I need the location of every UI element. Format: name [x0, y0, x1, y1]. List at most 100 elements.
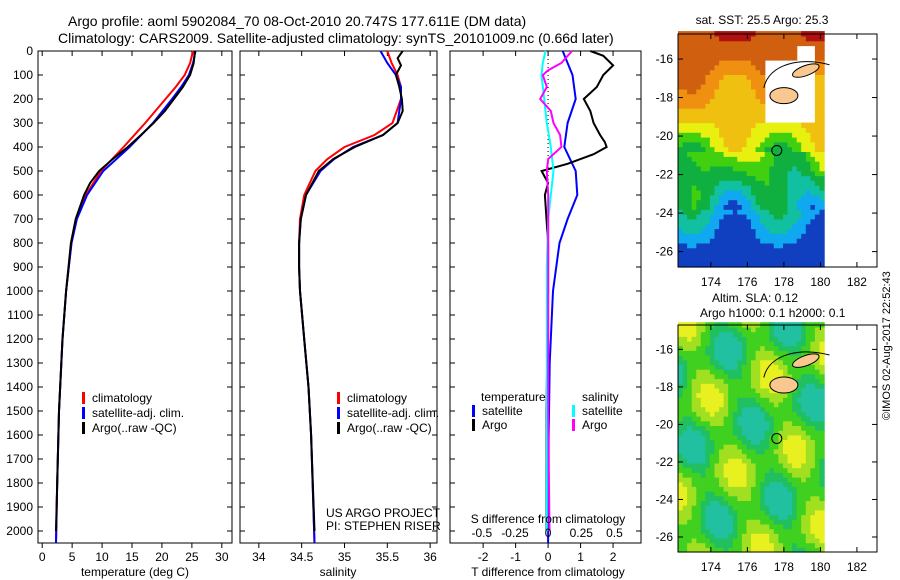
map-cell — [714, 55, 720, 61]
series-line-t-satellite — [547, 50, 579, 544]
map-cell — [792, 214, 798, 220]
map-cell — [687, 547, 693, 553]
map-cell — [691, 373, 697, 380]
map-cell — [691, 439, 697, 445]
map-cell — [696, 369, 702, 375]
map-cell — [764, 141, 770, 148]
map-cell — [682, 364, 688, 370]
map-cell — [696, 113, 702, 119]
map-cell — [728, 84, 734, 90]
map-cell — [773, 477, 779, 483]
map-cell — [678, 416, 684, 422]
map-cell — [705, 519, 711, 525]
map-cell — [714, 233, 720, 239]
map-cell — [801, 170, 807, 177]
map-cell — [714, 505, 720, 511]
map-cell — [801, 472, 807, 478]
map-cell — [751, 262, 757, 268]
map-cell — [687, 190, 693, 196]
map-cell — [819, 170, 825, 177]
map-cell — [801, 453, 807, 459]
map-cell — [696, 103, 702, 109]
map-cell — [751, 514, 757, 520]
map-cell — [792, 247, 798, 254]
map-cell — [728, 547, 734, 553]
map-cell — [755, 228, 761, 234]
y-tick-label: -18 — [656, 91, 674, 105]
x-tick-label: 182 — [847, 560, 867, 574]
map-cell — [819, 401, 825, 408]
map-cell — [696, 141, 702, 148]
map-cell — [705, 93, 711, 100]
map-cell — [746, 209, 752, 215]
map-cell — [746, 165, 752, 172]
map-cell — [719, 35, 725, 42]
map-cell — [696, 477, 702, 483]
map-cell — [723, 533, 729, 539]
map-cell — [687, 132, 693, 138]
map-cell — [810, 180, 816, 186]
map-cell — [691, 336, 697, 342]
map-cell — [755, 420, 761, 426]
map-cell — [796, 373, 802, 380]
map-cell — [678, 50, 684, 56]
map-cell — [737, 165, 743, 172]
map-cell — [814, 416, 821, 422]
map-cell — [737, 262, 743, 268]
map-cell — [773, 331, 779, 337]
map-cell — [805, 175, 811, 181]
map-cell — [705, 430, 711, 436]
map-cell — [764, 472, 770, 478]
map-cell — [719, 88, 725, 95]
map-cell — [787, 262, 793, 268]
map-cell — [678, 542, 684, 548]
map-cell — [773, 364, 779, 370]
map-cell — [700, 345, 706, 351]
map-cell — [682, 214, 688, 220]
map-cell — [741, 45, 748, 51]
map-cell — [755, 223, 761, 230]
map-cell — [792, 151, 798, 157]
map-cell — [696, 156, 702, 162]
map-cell — [746, 113, 752, 119]
map-cell — [737, 228, 743, 234]
map-cell — [728, 458, 734, 464]
y-tick-label: 1000 — [6, 284, 33, 298]
map-cell — [764, 127, 770, 133]
map-cell — [773, 519, 779, 525]
map-cell — [714, 509, 720, 516]
map-cell — [783, 458, 789, 464]
map-cell — [737, 223, 743, 230]
map-cell — [732, 262, 738, 268]
map-cell — [760, 79, 766, 85]
map-cell — [737, 434, 743, 440]
map-cell — [719, 416, 725, 422]
x-tick-label: 34 — [252, 550, 266, 564]
map-cell — [696, 151, 702, 157]
map-cell — [814, 170, 821, 177]
map-cell — [751, 161, 757, 167]
map-cell — [787, 170, 793, 177]
map-cell — [751, 453, 757, 459]
map-cell — [737, 122, 743, 128]
map-cell — [810, 500, 816, 506]
map-cell — [810, 481, 816, 487]
map-cell — [691, 214, 697, 220]
map-cell — [792, 420, 798, 426]
map-cell — [728, 416, 734, 422]
map-cell — [792, 35, 798, 42]
map-cell — [792, 355, 798, 361]
map-cell — [773, 194, 779, 201]
map-cell — [764, 242, 770, 249]
map-cell — [746, 509, 752, 516]
map-cell — [678, 425, 684, 431]
map-cell — [819, 132, 825, 138]
map-cell — [764, 194, 770, 201]
map-cell — [678, 458, 684, 464]
map-cell — [732, 387, 738, 394]
map-cell — [755, 141, 761, 148]
map-cell — [719, 467, 725, 473]
map-cell — [705, 165, 711, 172]
map-cell — [678, 331, 684, 337]
map-cell — [746, 326, 752, 333]
